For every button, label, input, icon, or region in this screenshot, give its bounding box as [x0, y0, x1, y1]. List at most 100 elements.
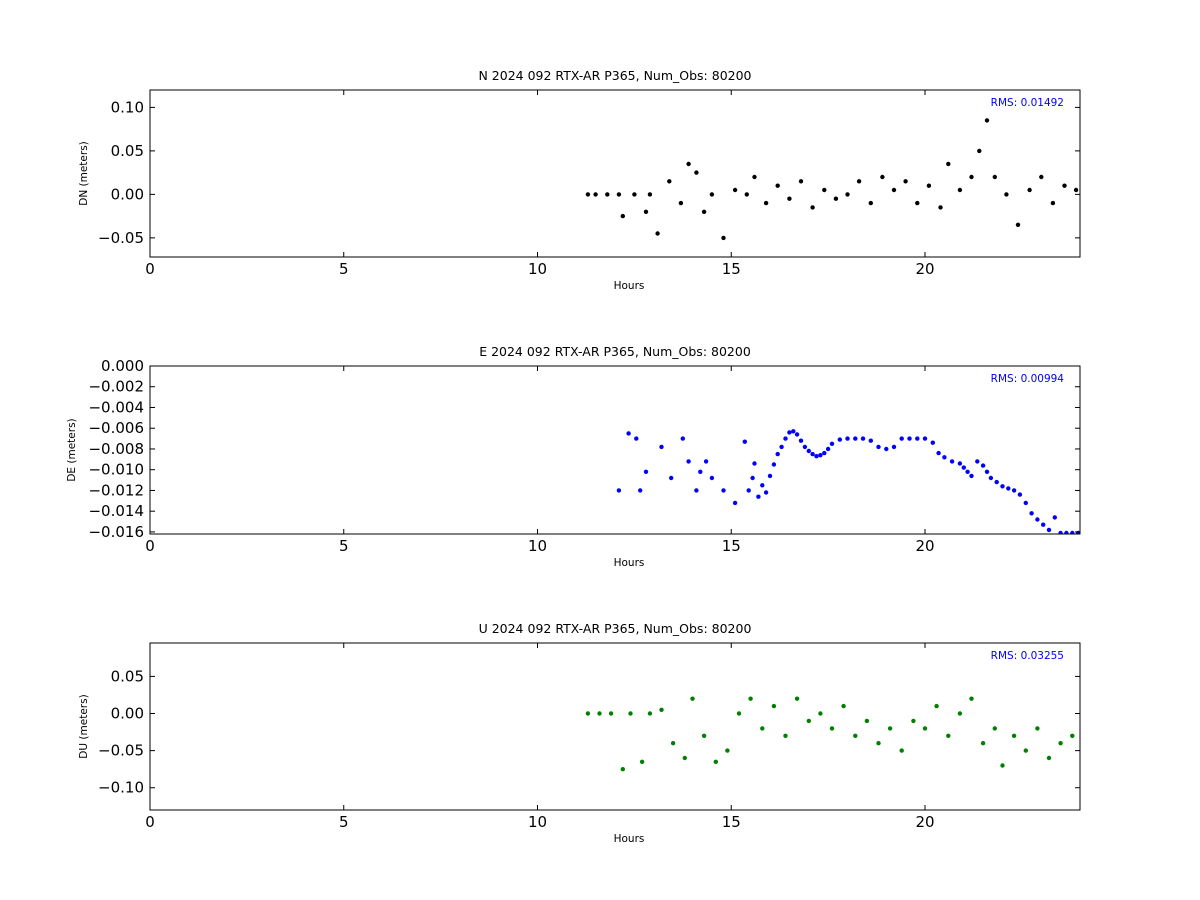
up-xtick-label-10: 10	[528, 813, 547, 831]
east-point-60	[980, 463, 986, 468]
up-point-20	[806, 718, 811, 724]
north-point-5	[632, 192, 637, 197]
east-point-9	[694, 488, 699, 493]
up-point-4	[628, 711, 633, 716]
north-point-41	[1004, 192, 1009, 197]
east-point-76	[1070, 530, 1075, 534]
east-point-59	[975, 459, 980, 464]
east-ytick-label-0: 0.000	[101, 357, 144, 375]
north-point-27	[856, 179, 862, 184]
east-point-73	[1052, 515, 1058, 520]
north-xtick-label-0: 0	[145, 260, 155, 278]
east-frame	[149, 365, 1081, 535]
up-point-25	[864, 718, 870, 724]
up-point-6	[647, 711, 653, 716]
east-point-4	[643, 469, 649, 474]
east-rms-label: RMS: 0.00994	[991, 373, 1065, 385]
east-point-61	[984, 469, 990, 474]
up-point-29	[911, 718, 916, 724]
north-point-47	[1073, 187, 1079, 193]
east-point-56	[961, 465, 966, 470]
east-point-32	[806, 448, 811, 454]
north-xlabel: Hours	[614, 280, 645, 292]
east-point-31	[802, 444, 808, 450]
up-point-31	[934, 703, 939, 709]
up-point-33	[957, 711, 963, 716]
east-point-37	[825, 446, 831, 452]
north-panel: N 2024 092 RTX-AR P365, Num_Obs: 80200 0 5…	[78, 68, 1081, 292]
up-ytick-label-1: 0.00	[111, 705, 144, 723]
east-point-29	[794, 432, 800, 437]
up-point-5	[639, 759, 645, 764]
up-point-22	[829, 726, 835, 731]
up-point-9	[682, 755, 687, 761]
east-ytick-label-3: −0.006	[88, 419, 144, 437]
north-point-30	[891, 187, 897, 193]
up-point-36	[992, 726, 997, 731]
north-point-37	[969, 174, 974, 180]
up-ylabel: DU (meters)	[78, 694, 90, 758]
up-point-7	[659, 707, 664, 712]
north-point-7	[647, 192, 653, 197]
up-point-41	[1046, 755, 1052, 761]
up-point-11	[701, 733, 707, 738]
north-point-17	[744, 192, 749, 197]
north-ytick-label-3: −0.05	[98, 229, 144, 247]
east-point-7	[680, 436, 685, 441]
up-point-3	[620, 767, 625, 772]
east-point-40	[845, 436, 850, 441]
north-point-21	[787, 196, 792, 201]
up-point-42	[1058, 741, 1063, 746]
north-point-11	[686, 161, 691, 167]
east-point-66	[1011, 488, 1017, 493]
north-ytick-label-0: 0.10	[111, 98, 144, 116]
north-point-8	[655, 231, 660, 236]
east-panel: E 2024 092 RTX-AR P365, Num_Obs: 80200 0 5…	[66, 344, 1081, 569]
east-point-74	[1058, 530, 1063, 534]
up-point-2	[608, 711, 614, 716]
north-point-33	[926, 183, 932, 188]
east-point-45	[884, 446, 889, 452]
east-point-69	[1029, 511, 1034, 516]
up-xlabel: Hours	[614, 833, 645, 845]
east-point-47	[899, 436, 904, 441]
up-xtick-label-0: 0	[145, 813, 155, 831]
north-point-40	[992, 174, 997, 180]
north-point-25	[833, 196, 839, 201]
up-point-19	[794, 696, 800, 701]
up-xtick-label-5: 5	[339, 813, 349, 831]
east-data	[616, 429, 1080, 534]
east-point-72	[1046, 527, 1052, 533]
east-xtick-label-15: 15	[722, 537, 741, 555]
up-point-8	[670, 741, 676, 746]
up-point-30	[922, 726, 928, 731]
north-point-22	[798, 179, 804, 184]
north-point-15	[721, 235, 726, 241]
east-point-0	[616, 488, 622, 493]
east-point-12	[709, 475, 715, 481]
east-point-34	[814, 454, 819, 459]
north-point-26	[845, 192, 850, 197]
up-point-39	[1023, 748, 1028, 753]
up-point-32	[946, 733, 951, 738]
east-point-33	[810, 451, 815, 457]
up-point-23	[841, 703, 846, 709]
up-ytick-label-2: −0.05	[98, 742, 144, 760]
north-point-45	[1050, 200, 1056, 206]
east-point-50	[922, 436, 928, 441]
east-point-70	[1035, 517, 1040, 522]
up-point-13	[725, 748, 730, 753]
north-point-43	[1027, 187, 1032, 193]
up-point-0	[585, 711, 591, 716]
up-data	[585, 696, 1075, 772]
east-point-36	[822, 450, 827, 456]
east-point-65	[1006, 486, 1011, 491]
east-point-27	[787, 430, 792, 435]
north-point-28	[868, 200, 873, 206]
up-point-12	[713, 759, 718, 764]
east-point-58	[969, 473, 974, 479]
up-point-27	[887, 726, 893, 731]
up-point-28	[899, 748, 904, 753]
up-xtick-label-20: 20	[915, 813, 934, 831]
